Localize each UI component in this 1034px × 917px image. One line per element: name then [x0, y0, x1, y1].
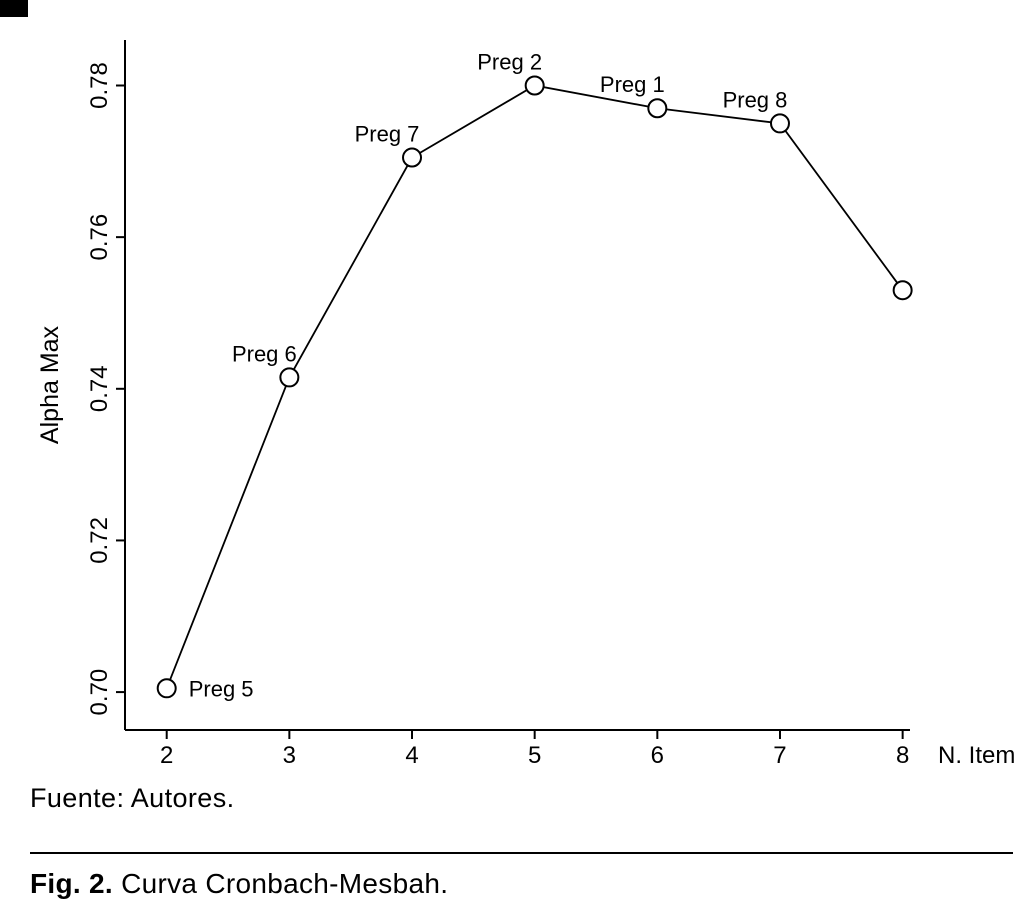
cronbach-mesbah-line-chart: 2 3 4 5 6 7 8 0.70 0.72 0.74 0.76 0.78 Alpha Max N. I…	[36, 40, 1015, 769]
y-axis-title: Alpha Max	[36, 325, 64, 444]
cronbach-mesbah-figure: 2 3 4 5 6 7 8 0.70 0.72 0.74 0.76 0.78 Alpha Max N. I…	[36, 40, 1015, 769]
x-tick-label: 3	[283, 742, 296, 769]
data-point-marker	[524, 75, 545, 96]
data-line	[165, 84, 904, 689]
y-tick-label: 0.78	[86, 62, 113, 109]
x-tick-label: 7	[773, 742, 786, 769]
y-tick-label: 0.70	[86, 669, 113, 716]
y-tick-label: 0.74	[86, 365, 113, 412]
source-note: Fuente: Autores.	[30, 783, 235, 813]
x-axis-title: N. Item	[938, 742, 1015, 769]
figure-caption-title: Curva Cronbach-Mesbah.	[121, 868, 449, 899]
figure-caption-label: Fig. 2.	[30, 868, 113, 899]
y-tick-label: 0.72	[86, 517, 113, 564]
point-label: Preg 2	[477, 49, 542, 74]
cropped-text-artifact	[0, 0, 28, 17]
data-point-marker	[892, 280, 913, 301]
data-point-marker	[156, 678, 177, 699]
caption-divider	[30, 852, 1013, 854]
data-point-marker	[279, 367, 300, 388]
y-tick-label: 0.76	[86, 214, 113, 261]
x-tick-label: 4	[405, 742, 418, 769]
point-label: Preg 6	[232, 341, 297, 366]
data-point-marker	[769, 113, 790, 134]
x-tick-label: 5	[528, 742, 541, 769]
data-point-marker	[402, 147, 423, 168]
figure-caption: Fig. 2. Curva Cronbach-Mesbah.	[30, 868, 448, 900]
point-label: Preg 8	[723, 87, 788, 112]
x-tick-label: 2	[160, 742, 173, 769]
point-label: Preg 7	[355, 122, 420, 147]
data-point-marker	[647, 98, 668, 119]
x-tick-label: 8	[896, 742, 909, 769]
point-label: Preg 5	[189, 676, 254, 701]
x-tick-label: 6	[651, 742, 664, 769]
point-label: Preg 1	[600, 72, 665, 97]
